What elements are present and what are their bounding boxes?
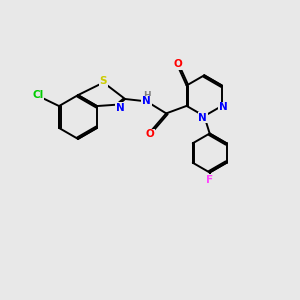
Text: N: N: [142, 96, 151, 106]
Text: O: O: [174, 59, 183, 69]
Text: N: N: [219, 102, 228, 112]
Text: F: F: [206, 175, 213, 185]
Text: O: O: [145, 129, 154, 140]
Text: N: N: [198, 112, 207, 123]
Text: S: S: [100, 76, 107, 86]
Text: N: N: [116, 103, 124, 113]
Text: Cl: Cl: [32, 90, 44, 100]
Text: H: H: [143, 91, 151, 100]
